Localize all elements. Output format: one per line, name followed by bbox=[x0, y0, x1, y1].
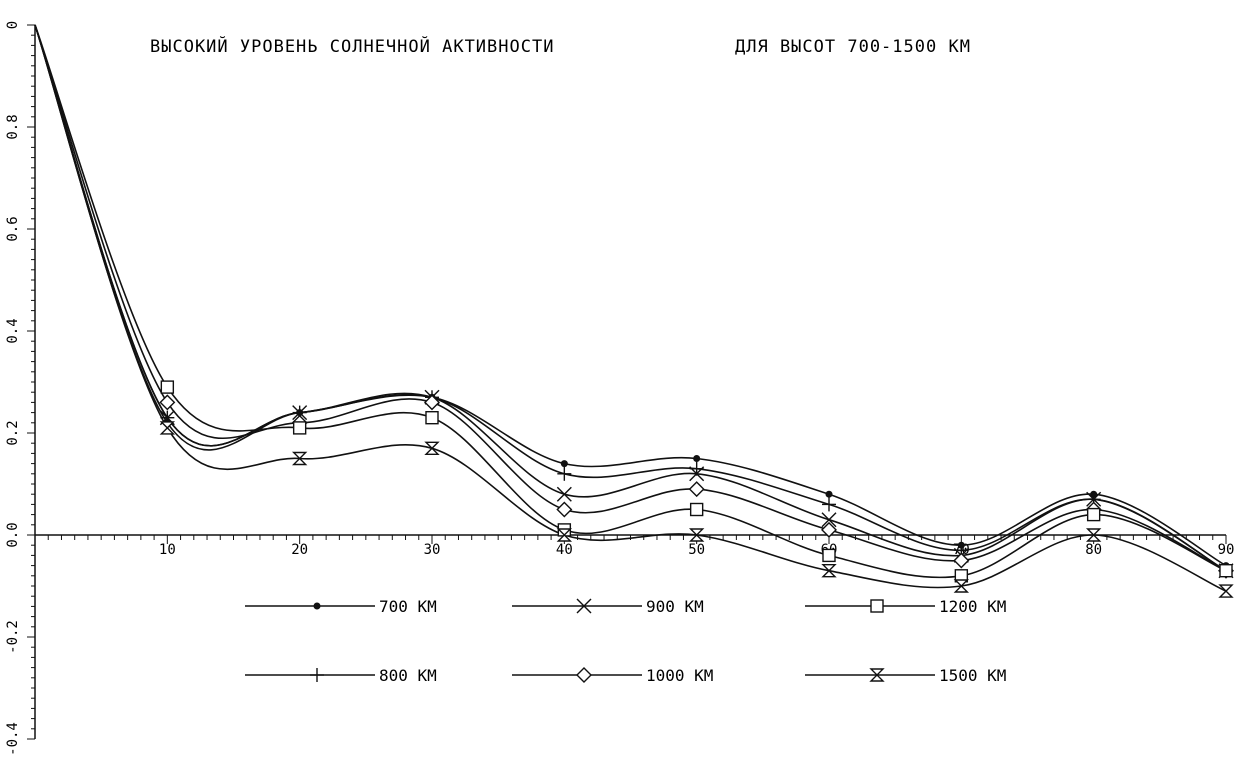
legend-marker bbox=[870, 599, 884, 613]
legend-label: 1500 КМ bbox=[939, 666, 1006, 685]
legend-label: 800 КМ bbox=[379, 666, 437, 685]
data-point bbox=[556, 501, 573, 518]
data-point bbox=[953, 579, 970, 593]
chart-subtitle: ДЛЯ ВЫСОТ 700-1500 КМ bbox=[735, 37, 971, 57]
data-point bbox=[556, 528, 573, 542]
data-point bbox=[424, 441, 440, 455]
x-tick-label: 40 bbox=[556, 542, 573, 558]
chart-title: ВЫСОКИЙ УРОВЕНЬ СОЛНЕЧНОЙ АКТИВНОСТИ bbox=[150, 35, 554, 57]
y-tick-label: 0.2 bbox=[5, 420, 21, 445]
data-point bbox=[292, 421, 307, 435]
data-point bbox=[292, 405, 308, 421]
y-tick-label: -0.2 bbox=[5, 620, 21, 654]
series-line bbox=[34, 24, 1227, 592]
series-line bbox=[34, 24, 1227, 572]
data-point bbox=[1218, 584, 1234, 598]
legend-marker bbox=[310, 668, 324, 682]
data-point bbox=[688, 528, 705, 542]
legend-entry: 900 КМ bbox=[512, 597, 704, 616]
y-tick-label: 0 bbox=[5, 21, 21, 29]
data-point bbox=[560, 460, 568, 468]
x-tick-label: 80 bbox=[1085, 542, 1102, 558]
legend-label: 1000 КМ bbox=[646, 666, 713, 685]
x-tick-label: 90 bbox=[1218, 542, 1235, 558]
legend-marker bbox=[869, 668, 885, 682]
x-tick-label: 50 bbox=[688, 542, 705, 558]
data-point bbox=[159, 394, 176, 411]
x-tick-label: 30 bbox=[424, 542, 441, 558]
data-point bbox=[689, 466, 705, 482]
data-point bbox=[557, 466, 572, 481]
legend-entry: 700 КМ bbox=[245, 597, 437, 616]
legend-entry: 1000 КМ bbox=[512, 666, 713, 685]
data-point bbox=[688, 481, 705, 498]
y-tick-label: 0.8 bbox=[5, 114, 21, 139]
legend-marker bbox=[313, 602, 321, 610]
series-line bbox=[34, 24, 1227, 567]
series-markers bbox=[159, 380, 1234, 598]
data-point bbox=[821, 512, 837, 528]
data-point bbox=[953, 552, 970, 569]
legend-label: 700 КМ bbox=[379, 597, 437, 616]
data-point bbox=[291, 451, 308, 466]
y-tick-label: -0.4 bbox=[5, 722, 21, 756]
data-point bbox=[1086, 491, 1102, 507]
data-point bbox=[1219, 564, 1233, 578]
data-point bbox=[160, 380, 175, 394]
legend-entry: 800 КМ bbox=[245, 666, 437, 685]
series-line bbox=[34, 24, 1227, 579]
y-tick-label: 0.6 bbox=[5, 216, 21, 241]
y-tick-label: 0.0 bbox=[5, 522, 21, 547]
legend-marker bbox=[576, 667, 592, 683]
data-point bbox=[822, 548, 836, 563]
data-point bbox=[821, 564, 837, 578]
series-line bbox=[34, 24, 1227, 572]
data-point bbox=[556, 486, 572, 502]
x-tick-label: 20 bbox=[291, 542, 308, 558]
legend-entry: 1500 КМ bbox=[805, 666, 1006, 685]
data-point bbox=[821, 521, 837, 538]
series-line bbox=[34, 24, 1227, 572]
legend-marker bbox=[576, 598, 592, 614]
y-tick-label: 0.4 bbox=[5, 318, 21, 343]
series-lines bbox=[34, 24, 1227, 592]
legend-label: 1200 КМ bbox=[939, 597, 1006, 616]
legend-entry: 1200 КМ bbox=[805, 597, 1006, 616]
data-point bbox=[693, 455, 701, 462]
legend: 700 КМ 900 КМ 1200 КМ 800 КМ 1000 КМ 1500 КМ bbox=[245, 597, 1006, 685]
legend-label: 900 КМ bbox=[646, 597, 704, 616]
data-point bbox=[424, 394, 440, 411]
data-point bbox=[159, 421, 176, 435]
axes: 102030405060708090-0.4-0.20.00.20.40.60.… bbox=[5, 21, 1234, 756]
data-point bbox=[822, 497, 836, 512]
data-point bbox=[825, 490, 833, 498]
data-point bbox=[1085, 528, 1102, 542]
data-point bbox=[1086, 507, 1101, 522]
data-point bbox=[689, 502, 704, 517]
x-tick-label: 10 bbox=[159, 542, 176, 558]
data-point bbox=[425, 411, 439, 425]
